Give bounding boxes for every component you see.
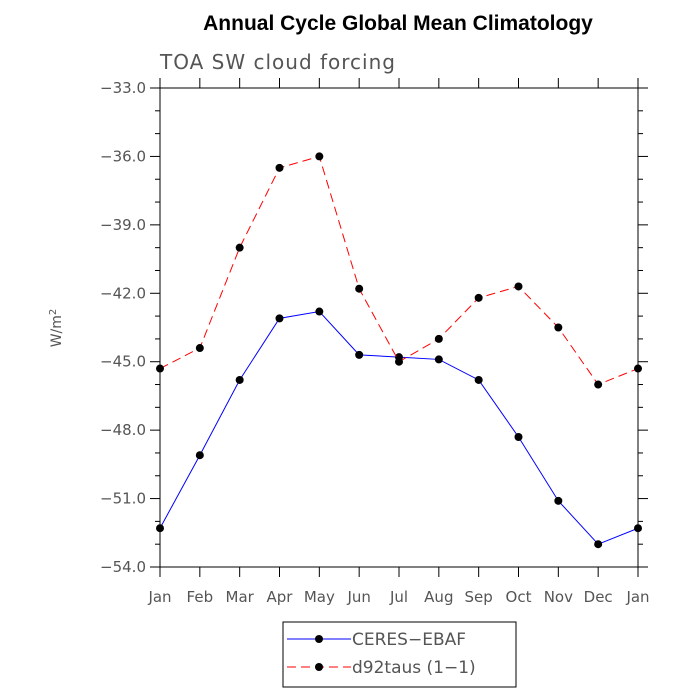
series-1-point bbox=[514, 282, 523, 291]
legend-label-d92taus: d92taus (1−1) bbox=[352, 658, 476, 678]
series-1-point bbox=[195, 344, 204, 353]
y-tick-label: −39.0 bbox=[100, 216, 146, 234]
y-tick-label: −48.0 bbox=[100, 421, 146, 439]
series-1-point bbox=[395, 357, 403, 366]
series-0-point bbox=[195, 451, 204, 460]
series-0-point bbox=[315, 307, 324, 316]
y-axis-label-text: W/m bbox=[49, 315, 65, 347]
series-1-point bbox=[474, 293, 483, 302]
legend-label-ceres: CERES−EBAF bbox=[352, 630, 466, 650]
series-0-point bbox=[594, 540, 603, 549]
legend-marker-d92taus bbox=[315, 663, 323, 671]
y-axis-ticks: −33.0 −36.0 −39.0 −42.0 −45.0 −48.0 −51.0 −54.0 bbox=[100, 79, 648, 576]
x-tick-label: Apr bbox=[267, 588, 294, 606]
series-0-point bbox=[514, 432, 523, 441]
x-tick-label: Aug bbox=[424, 588, 453, 606]
series-0-point bbox=[474, 375, 483, 384]
y-axis-label: W/m2 bbox=[48, 309, 65, 348]
legend: CERES−EBAF d92taus (1−1) bbox=[282, 621, 517, 688]
series-1-point bbox=[554, 323, 563, 332]
series-layer bbox=[156, 152, 642, 549]
series-0-point bbox=[156, 524, 164, 533]
y-tick-label: −42.0 bbox=[100, 284, 146, 302]
x-tick-label: Oct bbox=[506, 588, 532, 606]
series-0-point bbox=[235, 375, 244, 384]
series-0-point bbox=[554, 496, 563, 505]
y-tick-label: −51.0 bbox=[100, 490, 146, 508]
series-1-point bbox=[355, 284, 364, 293]
series-1-point bbox=[235, 243, 244, 252]
series-1-point bbox=[594, 380, 603, 389]
series-1-point bbox=[634, 364, 642, 373]
series-1-point bbox=[156, 364, 164, 373]
chart-subtitle: TOA SW cloud forcing bbox=[159, 50, 396, 74]
series-0-point bbox=[275, 314, 284, 323]
series-line-1 bbox=[159, 155, 639, 386]
series-line-0 bbox=[159, 310, 639, 545]
series-1-point bbox=[315, 152, 324, 161]
x-tick-label: Dec bbox=[584, 588, 613, 606]
y-tick-label: −36.0 bbox=[100, 147, 146, 165]
x-tick-label: Mar bbox=[226, 588, 255, 606]
x-tick-label: Jan bbox=[147, 588, 171, 606]
x-tick-label: Sep bbox=[465, 588, 493, 606]
x-tick-label: Jun bbox=[346, 588, 370, 606]
x-tick-label: May bbox=[304, 588, 335, 606]
series-1-point bbox=[275, 163, 284, 172]
series-0-point bbox=[355, 350, 364, 359]
x-tick-label: Jul bbox=[389, 588, 408, 606]
series-0-point bbox=[634, 524, 642, 533]
legend-marker-ceres bbox=[315, 635, 323, 643]
series-0-point bbox=[434, 355, 443, 364]
series-1-point bbox=[434, 334, 443, 343]
y-tick-label: −33.0 bbox=[100, 79, 146, 97]
legend-box bbox=[282, 621, 517, 688]
x-tick-label: Nov bbox=[544, 588, 573, 606]
y-tick-label: −54.0 bbox=[100, 558, 146, 576]
x-tick-label: Jan bbox=[625, 588, 649, 606]
chart-title: Annual Cycle Global Mean Climatology bbox=[203, 12, 593, 35]
y-tick-label: −45.0 bbox=[100, 353, 146, 371]
plot-frame bbox=[159, 87, 639, 568]
x-axis-ticks: Jan Feb Mar Apr May Jun Jul Aug Sep Oct Nov Dec Jan bbox=[147, 78, 650, 606]
x-tick-label: Feb bbox=[187, 588, 214, 606]
y-axis-label-superscript: 2 bbox=[48, 309, 59, 315]
